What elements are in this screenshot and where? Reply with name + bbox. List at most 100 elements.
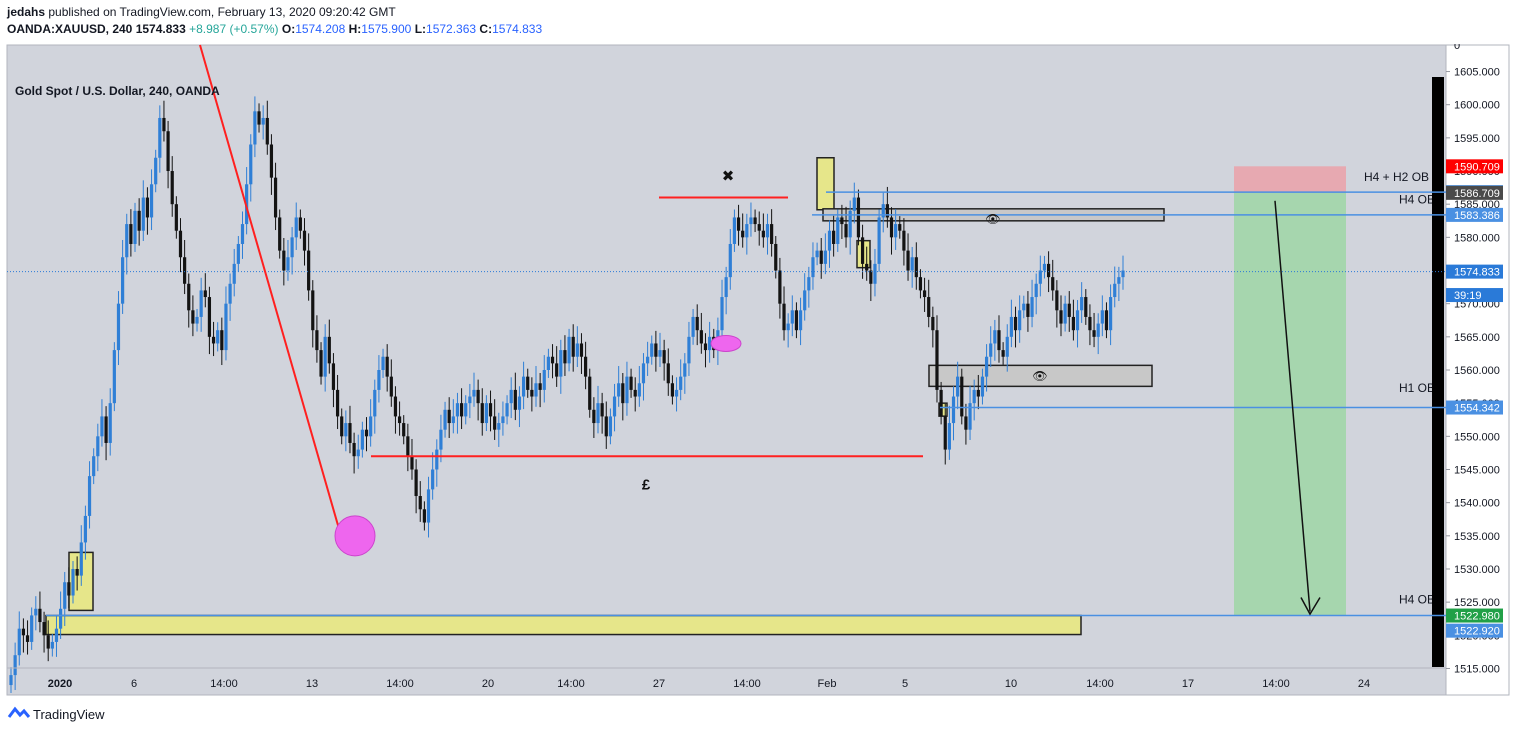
candle[interactable]: [625, 376, 629, 404]
candle[interactable]: [550, 356, 555, 364]
candle[interactable]: [695, 316, 699, 331]
candle[interactable]: [592, 409, 596, 424]
candle[interactable]: [46, 635, 50, 649]
candle[interactable]: [83, 515, 88, 543]
candle[interactable]: [340, 416, 344, 437]
candle[interactable]: [654, 343, 658, 357]
candle[interactable]: [34, 608, 38, 616]
candle[interactable]: [641, 363, 646, 384]
candle[interactable]: [187, 283, 191, 311]
candle[interactable]: [402, 423, 406, 437]
candle[interactable]: [1117, 277, 1121, 284]
candle[interactable]: [418, 496, 422, 510]
candle[interactable]: [1071, 316, 1075, 331]
candle[interactable]: [1022, 303, 1026, 311]
candle[interactable]: [790, 310, 794, 324]
candle[interactable]: [575, 343, 579, 357]
candle[interactable]: [207, 297, 212, 337]
candle[interactable]: [604, 416, 608, 437]
candle[interactable]: [720, 297, 724, 331]
candle[interactable]: [757, 224, 761, 231]
candle[interactable]: [125, 224, 129, 258]
candle[interactable]: [637, 383, 641, 397]
candle[interactable]: [687, 336, 691, 364]
candle[interactable]: [617, 383, 621, 397]
swing-low-marker[interactable]: [710, 334, 742, 352]
candle[interactable]: [666, 363, 670, 384]
candle[interactable]: [898, 224, 902, 231]
candle[interactable]: [918, 277, 923, 291]
candle[interactable]: [1113, 283, 1117, 298]
target-zone[interactable]: [1234, 192, 1346, 616]
candle[interactable]: [137, 210, 141, 231]
candle[interactable]: [914, 257, 918, 278]
candle[interactable]: [220, 330, 224, 351]
candle[interactable]: [989, 343, 993, 357]
candle[interactable]: [703, 343, 708, 351]
candle[interactable]: [807, 277, 811, 291]
candle[interactable]: [468, 396, 472, 404]
candle[interactable]: [865, 263, 869, 271]
candle[interactable]: [13, 655, 17, 676]
candle[interactable]: [906, 250, 910, 271]
candle[interactable]: [178, 230, 183, 258]
candle[interactable]: [422, 509, 426, 523]
candle[interactable]: [253, 111, 257, 145]
candle[interactable]: [881, 204, 885, 218]
candle[interactable]: [877, 217, 881, 264]
candle[interactable]: [265, 117, 269, 145]
candle[interactable]: [513, 389, 517, 410]
candle[interactable]: [273, 177, 278, 218]
candle[interactable]: [596, 403, 600, 424]
candle[interactable]: [840, 217, 844, 225]
candle[interactable]: [691, 316, 695, 337]
candle[interactable]: [373, 389, 377, 417]
trendline[interactable]: [199, 44, 342, 537]
candle[interactable]: [195, 316, 199, 324]
candle[interactable]: [323, 336, 327, 377]
candle[interactable]: [885, 204, 889, 218]
candle[interactable]: [286, 257, 290, 271]
candle[interactable]: [567, 336, 571, 364]
candle[interactable]: [38, 608, 42, 623]
candle[interactable]: [538, 383, 542, 390]
candle[interactable]: [104, 416, 108, 443]
candle[interactable]: [42, 622, 46, 636]
candle[interactable]: [749, 217, 753, 225]
stop-zone[interactable]: [1234, 166, 1346, 193]
candle[interactable]: [451, 416, 455, 424]
candle[interactable]: [389, 376, 393, 397]
candle[interactable]: [546, 356, 550, 370]
candle[interactable]: [203, 290, 207, 298]
candle[interactable]: [162, 117, 166, 132]
candle[interactable]: [600, 403, 604, 417]
candle[interactable]: [894, 224, 898, 238]
candle[interactable]: [145, 197, 150, 218]
swing-low-marker[interactable]: [334, 515, 376, 557]
candle[interactable]: [728, 243, 732, 278]
candle[interactable]: [852, 197, 856, 211]
candle[interactable]: [650, 343, 654, 357]
candle[interactable]: [765, 224, 770, 238]
tradingview-brand[interactable]: TradingView: [33, 707, 105, 722]
candle[interactable]: [832, 230, 836, 244]
candle[interactable]: [191, 310, 195, 324]
candle[interactable]: [381, 356, 385, 370]
candle[interactable]: [1013, 316, 1018, 331]
candle[interactable]: [331, 363, 336, 390]
candle[interactable]: [290, 237, 294, 258]
candle[interactable]: [484, 403, 488, 424]
candle[interactable]: [505, 403, 509, 417]
candle[interactable]: [670, 383, 675, 397]
candle[interactable]: [1042, 263, 1047, 271]
candle[interactable]: [25, 635, 30, 642]
candle[interactable]: [1121, 270, 1125, 278]
candle[interactable]: [794, 310, 799, 331]
candle[interactable]: [774, 243, 778, 271]
candle[interactable]: [431, 469, 435, 490]
candle[interactable]: [902, 230, 906, 251]
candle[interactable]: [534, 383, 538, 397]
candle[interactable]: [269, 144, 274, 178]
candle[interactable]: [302, 230, 307, 251]
candle[interactable]: [935, 330, 939, 390]
